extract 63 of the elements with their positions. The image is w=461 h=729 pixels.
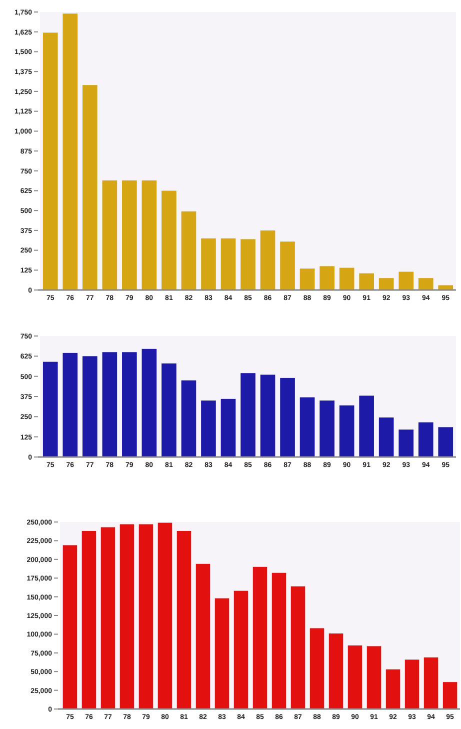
bar [386, 669, 400, 709]
bar [120, 524, 134, 709]
bar [214, 598, 230, 709]
bar [404, 660, 420, 709]
bar [138, 524, 154, 709]
bar [181, 211, 196, 290]
bar [82, 356, 98, 457]
bar [280, 242, 295, 290]
bar [196, 564, 210, 709]
bar [418, 278, 434, 290]
bar [42, 362, 58, 457]
bar [290, 586, 306, 709]
bar [438, 285, 454, 290]
bar [280, 378, 295, 457]
bar [359, 396, 374, 457]
bar [378, 417, 394, 457]
bar [142, 180, 157, 290]
bar [260, 230, 276, 290]
bar [102, 352, 118, 457]
bar [398, 272, 414, 290]
bar [62, 14, 78, 290]
bar [176, 530, 192, 709]
bar [122, 180, 137, 290]
bar [339, 268, 354, 290]
bar [339, 405, 354, 457]
bar [234, 590, 248, 709]
bar [201, 238, 216, 290]
bar [162, 363, 176, 457]
bar [418, 422, 434, 457]
bar [82, 85, 98, 290]
bar [62, 352, 78, 457]
bar [366, 646, 382, 709]
bar [220, 398, 236, 457]
bar [310, 628, 324, 709]
bar [398, 430, 414, 457]
bar [142, 348, 157, 457]
bar [272, 572, 286, 709]
bar [82, 530, 96, 709]
bar [181, 380, 196, 457]
bar [122, 352, 137, 457]
bar [102, 180, 118, 290]
bar [442, 682, 458, 709]
bar [320, 400, 334, 457]
bar [158, 522, 172, 709]
bar [252, 566, 268, 709]
bar [260, 374, 276, 457]
bar [201, 400, 216, 457]
bar [438, 427, 454, 457]
bar [220, 238, 236, 290]
bar [424, 657, 438, 709]
bar [378, 278, 394, 290]
bar [100, 527, 116, 709]
bar [62, 545, 78, 709]
bar [359, 273, 374, 290]
bar [320, 266, 334, 290]
bar [42, 32, 58, 290]
bar [300, 268, 315, 290]
bar [240, 373, 256, 457]
bar [328, 633, 344, 709]
bar [300, 397, 315, 457]
bar [348, 645, 362, 709]
bar [162, 190, 176, 290]
bar [240, 239, 256, 290]
